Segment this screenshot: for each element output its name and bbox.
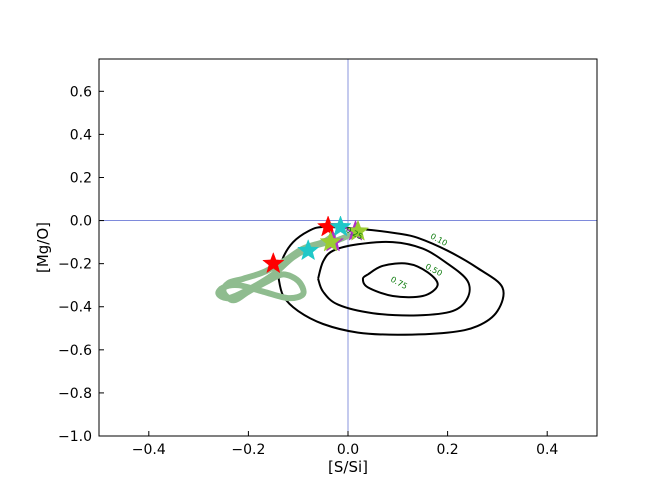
- star-marker-3: [329, 215, 352, 237]
- star-markers: [262, 215, 370, 274]
- evolution-track: [215, 232, 351, 304]
- x-axis-ticks: −0.4 −0.2 0.0 0.2 0.4: [132, 431, 558, 458]
- x-tick-label: 0.4: [536, 442, 558, 458]
- y-tick-label: 0.6: [70, 84, 92, 100]
- y-tick-label: −0.6: [58, 343, 92, 359]
- contour-labels: 0.100.500.750.25: [344, 225, 449, 291]
- y-tick-label: 0.0: [70, 214, 92, 230]
- y-tick-label: −0.4: [58, 300, 92, 316]
- x-tick-label: 0.2: [436, 442, 458, 458]
- track-layer: [215, 232, 351, 304]
- star-marker-4: [297, 238, 320, 261]
- y-tick-label: 0.4: [70, 127, 92, 143]
- contour-line-0-10: [277, 225, 505, 336]
- contour-label-0-75: 0.75: [389, 275, 409, 291]
- x-tick-label: 0.0: [337, 442, 359, 458]
- star-marker-8: [319, 230, 342, 252]
- y-tick-label: −0.2: [58, 257, 92, 273]
- x-tick-label: −0.2: [231, 442, 265, 458]
- contour-label-0-50: 0.50: [424, 262, 444, 278]
- y-axis-ticks: −1.0 −0.8 −0.6 −0.4 −0.2 0.0 0.2 0.4 0.6: [58, 84, 104, 445]
- contour-line-0-75: [361, 262, 439, 299]
- star-marker-2: [262, 251, 285, 274]
- reference-lines: [99, 59, 597, 436]
- star-marker-7: [346, 219, 370, 241]
- x-tick-label: −0.4: [132, 442, 166, 458]
- y-tick-label: −0.8: [58, 386, 92, 402]
- x-axis-label: [S/Si]: [328, 458, 368, 476]
- y-tick-label: −1.0: [58, 429, 92, 445]
- y-axis-label: [Mg/O]: [34, 222, 52, 273]
- y-tick-label: 0.2: [70, 170, 92, 186]
